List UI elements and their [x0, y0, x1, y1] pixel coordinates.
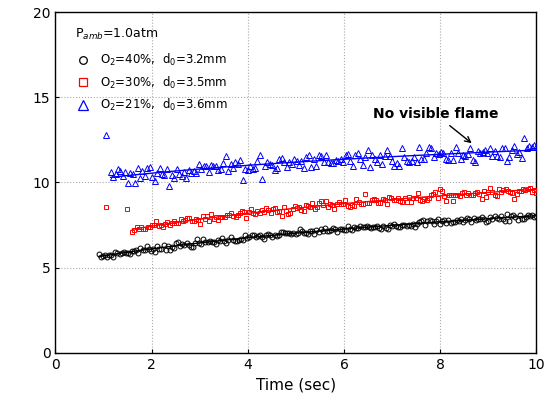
Text: No visible flame: No visible flame [373, 107, 498, 142]
Text: P$_{amb}$=1.0atm: P$_{amb}$=1.0atm [75, 27, 158, 43]
Legend: O$_2$=40%,  d$_0$=3.2mm, O$_2$=30%,  d$_0$=3.5mm, O$_2$=21%,  d$_0$=3.6mm: O$_2$=40%, d$_0$=3.2mm, O$_2$=30%, d$_0$… [71, 52, 228, 113]
X-axis label: Time (sec): Time (sec) [256, 377, 336, 392]
